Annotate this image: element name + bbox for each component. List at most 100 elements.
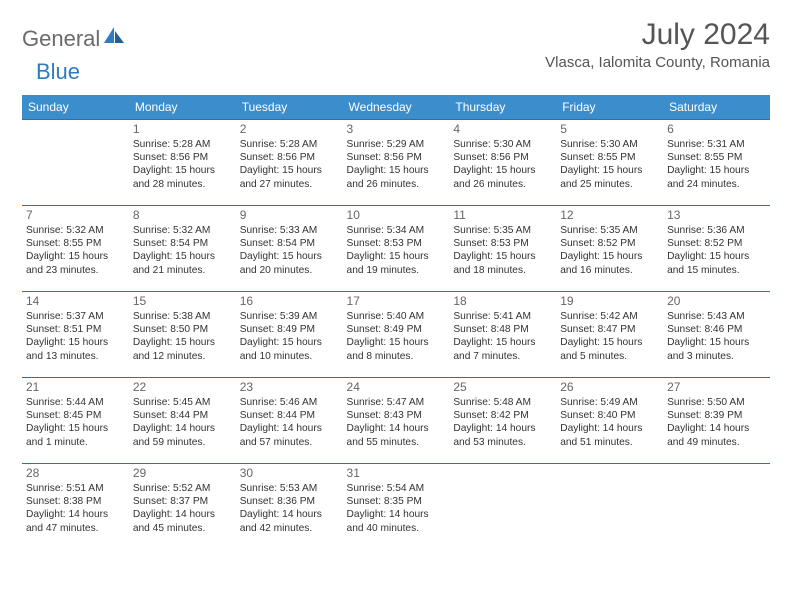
calendar-week: 1Sunrise: 5:28 AMSunset: 8:56 PMDaylight…: [22, 120, 770, 206]
calendar-day: 23Sunrise: 5:46 AMSunset: 8:44 PMDayligh…: [236, 378, 343, 464]
day-number: 12: [560, 208, 659, 223]
day-number: 31: [347, 466, 446, 481]
sunrise-line: Sunrise: 5:54 AM: [347, 482, 446, 495]
sunset-line: Sunset: 8:56 PM: [453, 151, 552, 164]
weekday-header: Tuesday: [236, 95, 343, 120]
daylight-line: Daylight: 15 hours and 3 minutes.: [667, 336, 766, 362]
day-number: 10: [347, 208, 446, 223]
sunset-line: Sunset: 8:48 PM: [453, 323, 552, 336]
sunset-line: Sunset: 8:37 PM: [133, 495, 232, 508]
sunset-line: Sunset: 8:52 PM: [560, 237, 659, 250]
title-block: July 2024 Vlasca, Ialomita County, Roman…: [545, 18, 770, 71]
logo-blue: Blue: [36, 59, 80, 85]
calendar-day: 22Sunrise: 5:45 AMSunset: 8:44 PMDayligh…: [129, 378, 236, 464]
day-number: 30: [240, 466, 339, 481]
day-number: 6: [667, 122, 766, 137]
sunrise-line: Sunrise: 5:37 AM: [26, 310, 125, 323]
day-number: 26: [560, 380, 659, 395]
sunset-line: Sunset: 8:56 PM: [240, 151, 339, 164]
daylight-line: Daylight: 14 hours and 59 minutes.: [133, 422, 232, 448]
sunrise-line: Sunrise: 5:30 AM: [453, 138, 552, 151]
calendar-day: 30Sunrise: 5:53 AMSunset: 8:36 PMDayligh…: [236, 464, 343, 550]
calendar-week: 7Sunrise: 5:32 AMSunset: 8:55 PMDaylight…: [22, 206, 770, 292]
sunset-line: Sunset: 8:54 PM: [133, 237, 232, 250]
sunset-line: Sunset: 8:36 PM: [240, 495, 339, 508]
daylight-line: Daylight: 14 hours and 55 minutes.: [347, 422, 446, 448]
sunrise-line: Sunrise: 5:46 AM: [240, 396, 339, 409]
calendar-day: 21Sunrise: 5:44 AMSunset: 8:45 PMDayligh…: [22, 378, 129, 464]
calendar-day: 13Sunrise: 5:36 AMSunset: 8:52 PMDayligh…: [663, 206, 770, 292]
day-number: 14: [26, 294, 125, 309]
day-number: 8: [133, 208, 232, 223]
sunrise-line: Sunrise: 5:53 AM: [240, 482, 339, 495]
calendar-day: 4Sunrise: 5:30 AMSunset: 8:56 PMDaylight…: [449, 120, 556, 206]
sunrise-line: Sunrise: 5:43 AM: [667, 310, 766, 323]
logo: General: [22, 18, 128, 52]
sunrise-line: Sunrise: 5:32 AM: [133, 224, 232, 237]
daylight-line: Daylight: 14 hours and 53 minutes.: [453, 422, 552, 448]
day-number: 13: [667, 208, 766, 223]
sunset-line: Sunset: 8:54 PM: [240, 237, 339, 250]
calendar-day: 2Sunrise: 5:28 AMSunset: 8:56 PMDaylight…: [236, 120, 343, 206]
sunset-line: Sunset: 8:40 PM: [560, 409, 659, 422]
weekday-row: SundayMondayTuesdayWednesdayThursdayFrid…: [22, 95, 770, 120]
daylight-line: Daylight: 15 hours and 15 minutes.: [667, 250, 766, 276]
sunset-line: Sunset: 8:51 PM: [26, 323, 125, 336]
calendar-day: 25Sunrise: 5:48 AMSunset: 8:42 PMDayligh…: [449, 378, 556, 464]
calendar-day: 26Sunrise: 5:49 AMSunset: 8:40 PMDayligh…: [556, 378, 663, 464]
daylight-line: Daylight: 15 hours and 12 minutes.: [133, 336, 232, 362]
calendar-day: 24Sunrise: 5:47 AMSunset: 8:43 PMDayligh…: [343, 378, 450, 464]
sunrise-line: Sunrise: 5:47 AM: [347, 396, 446, 409]
calendar-day: 16Sunrise: 5:39 AMSunset: 8:49 PMDayligh…: [236, 292, 343, 378]
daylight-line: Daylight: 15 hours and 8 minutes.: [347, 336, 446, 362]
sunrise-line: Sunrise: 5:51 AM: [26, 482, 125, 495]
sunset-line: Sunset: 8:44 PM: [133, 409, 232, 422]
sunset-line: Sunset: 8:42 PM: [453, 409, 552, 422]
calendar-empty: [22, 120, 129, 206]
sunrise-line: Sunrise: 5:38 AM: [133, 310, 232, 323]
day-number: 27: [667, 380, 766, 395]
day-number: 21: [26, 380, 125, 395]
day-number: 17: [347, 294, 446, 309]
calendar-day: 6Sunrise: 5:31 AMSunset: 8:55 PMDaylight…: [663, 120, 770, 206]
daylight-line: Daylight: 15 hours and 26 minutes.: [453, 164, 552, 190]
sunset-line: Sunset: 8:55 PM: [26, 237, 125, 250]
calendar-week: 28Sunrise: 5:51 AMSunset: 8:38 PMDayligh…: [22, 464, 770, 550]
day-number: 19: [560, 294, 659, 309]
calendar-day: 12Sunrise: 5:35 AMSunset: 8:52 PMDayligh…: [556, 206, 663, 292]
daylight-line: Daylight: 15 hours and 26 minutes.: [347, 164, 446, 190]
calendar-empty: [663, 464, 770, 550]
day-number: 7: [26, 208, 125, 223]
calendar-day: 29Sunrise: 5:52 AMSunset: 8:37 PMDayligh…: [129, 464, 236, 550]
calendar-day: 8Sunrise: 5:32 AMSunset: 8:54 PMDaylight…: [129, 206, 236, 292]
sunrise-line: Sunrise: 5:50 AM: [667, 396, 766, 409]
weekday-header: Thursday: [449, 95, 556, 120]
day-number: 23: [240, 380, 339, 395]
sunrise-line: Sunrise: 5:49 AM: [560, 396, 659, 409]
day-number: 22: [133, 380, 232, 395]
calendar-day: 27Sunrise: 5:50 AMSunset: 8:39 PMDayligh…: [663, 378, 770, 464]
daylight-line: Daylight: 14 hours and 47 minutes.: [26, 508, 125, 534]
sunrise-line: Sunrise: 5:30 AM: [560, 138, 659, 151]
calendar-day: 10Sunrise: 5:34 AMSunset: 8:53 PMDayligh…: [343, 206, 450, 292]
day-number: 16: [240, 294, 339, 309]
sunset-line: Sunset: 8:35 PM: [347, 495, 446, 508]
daylight-line: Daylight: 15 hours and 21 minutes.: [133, 250, 232, 276]
sunrise-line: Sunrise: 5:52 AM: [133, 482, 232, 495]
daylight-line: Daylight: 15 hours and 16 minutes.: [560, 250, 659, 276]
sunrise-line: Sunrise: 5:34 AM: [347, 224, 446, 237]
day-number: 2: [240, 122, 339, 137]
sunset-line: Sunset: 8:53 PM: [453, 237, 552, 250]
sunset-line: Sunset: 8:49 PM: [347, 323, 446, 336]
day-number: 11: [453, 208, 552, 223]
day-number: 29: [133, 466, 232, 481]
logo-sail-icon: [104, 25, 126, 50]
weekday-header: Friday: [556, 95, 663, 120]
daylight-line: Daylight: 15 hours and 23 minutes.: [26, 250, 125, 276]
sunrise-line: Sunrise: 5:33 AM: [240, 224, 339, 237]
sunset-line: Sunset: 8:52 PM: [667, 237, 766, 250]
sunset-line: Sunset: 8:50 PM: [133, 323, 232, 336]
daylight-line: Daylight: 15 hours and 5 minutes.: [560, 336, 659, 362]
sunset-line: Sunset: 8:49 PM: [240, 323, 339, 336]
logo-general: General: [22, 26, 100, 52]
